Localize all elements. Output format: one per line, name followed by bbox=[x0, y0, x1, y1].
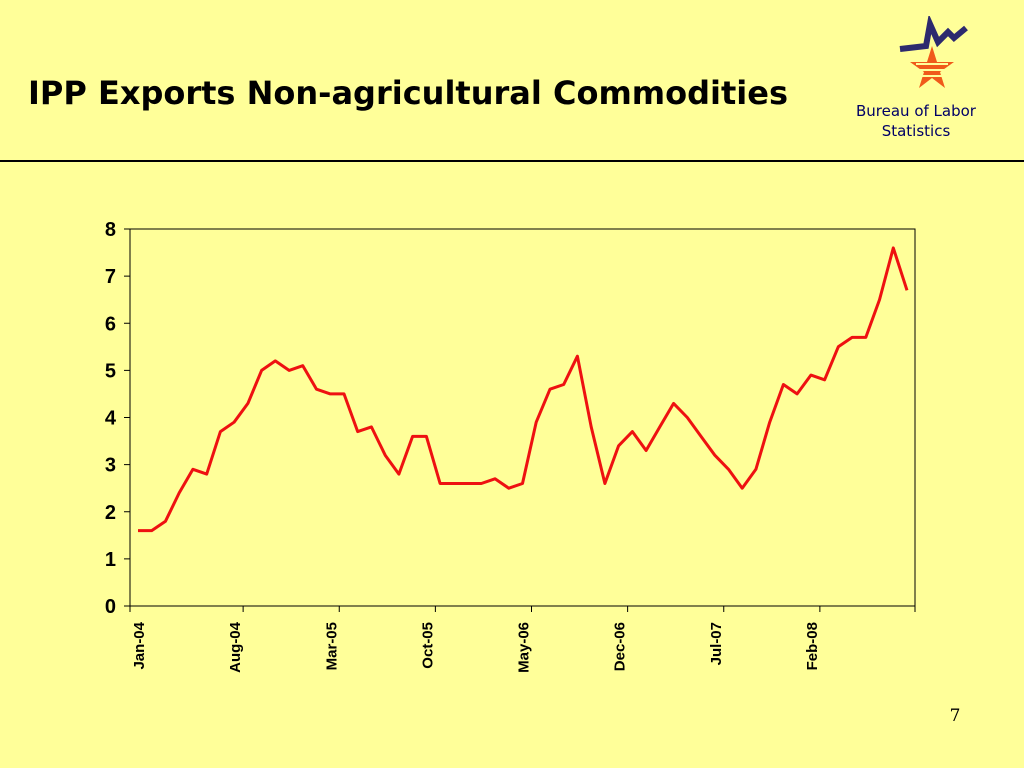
y-tick-label: 7 bbox=[105, 266, 116, 288]
x-tick-label: Feb-08 bbox=[804, 622, 821, 670]
x-tick-label: Dec-06 bbox=[612, 622, 629, 671]
y-tick-label: 4 bbox=[105, 408, 117, 430]
x-tick-label: Jul-07 bbox=[708, 622, 725, 665]
org-name: Bureau of Labor Statistics bbox=[856, 102, 976, 140]
plot-area bbox=[129, 228, 916, 607]
x-tick-label: May-06 bbox=[516, 622, 533, 673]
slide-title: IPP Exports Non-agricultural Commodities bbox=[28, 74, 788, 112]
y-tick-label: 6 bbox=[105, 313, 116, 335]
x-tick-label: Mar-05 bbox=[323, 622, 340, 670]
title-divider bbox=[0, 160, 1024, 162]
y-tick-label: 3 bbox=[105, 455, 116, 477]
y-tick-label: 8 bbox=[105, 219, 116, 241]
y-tick-label: 5 bbox=[105, 360, 116, 382]
y-tick-label: 2 bbox=[105, 502, 116, 524]
slide-number: 7 bbox=[949, 706, 961, 726]
y-axis: 0 1 2 3 4 5 6 7 8 bbox=[105, 219, 130, 618]
x-tick-label: Jan-04 bbox=[131, 621, 148, 669]
x-tick-label: Oct-05 bbox=[419, 622, 436, 669]
x-axis: Jan-04 Aug-04 Mar-05 Oct-05 May-06 Dec-06 Jul-… bbox=[129, 606, 916, 673]
y-tick-label: 1 bbox=[105, 549, 116, 571]
bls-logo-icon bbox=[899, 16, 968, 88]
y-tick-label: 0 bbox=[105, 596, 116, 618]
x-tick-label: Aug-04 bbox=[227, 621, 244, 672]
series-line bbox=[138, 246, 909, 533]
